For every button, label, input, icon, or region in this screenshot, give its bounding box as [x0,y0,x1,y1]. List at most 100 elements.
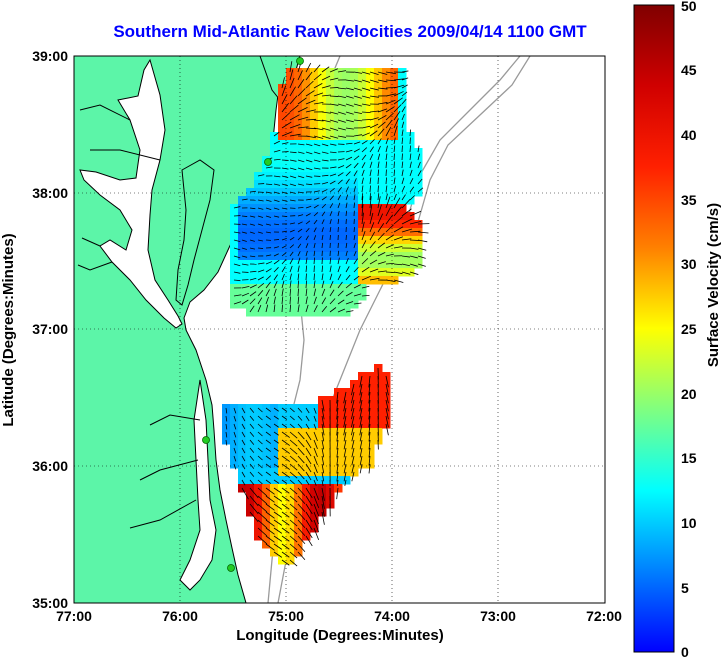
velocity-vector [401,198,411,209]
velocity-vector [353,141,361,145]
x-axis-label: Longitude (Degrees:Minutes) [236,627,444,644]
velocity-vector [305,519,313,531]
velocity-cell [310,300,319,309]
velocity-cell [334,196,343,205]
velocity-cell [318,228,327,237]
velocity-cell [294,268,303,277]
velocity-vector [281,423,288,428]
velocity-vector [273,131,280,137]
velocity-vector [257,304,262,313]
velocity-vector [225,407,228,414]
y-tick-label: 37:00 [32,321,68,337]
velocity-cell [254,300,263,309]
velocity-cell [342,276,351,285]
velocity-vector [361,154,367,161]
velocity-vector [393,206,402,217]
velocity-cell [326,260,335,269]
velocity-vector [393,236,403,241]
velocity-vector [257,297,263,305]
velocity-vector [297,304,300,313]
velocity-cell [326,236,335,245]
velocity-vector [353,235,356,241]
velocity-vector [321,455,325,466]
velocity-vector [377,138,382,145]
velocity-vector [289,151,297,154]
velocity-vector [393,153,395,161]
velocity-cell [262,300,271,309]
velocity-vector [289,535,298,543]
velocity-vector [336,415,339,428]
velocity-vector [329,173,337,177]
velocity-vector [377,128,385,137]
velocity-cell [294,284,303,293]
velocity-vector [281,407,288,412]
velocity-vector [313,190,320,193]
velocity-vector [345,149,353,153]
velocity-vector [289,86,296,97]
velocity-cell [334,212,343,221]
velocity-cell [318,292,327,301]
velocity-vector [265,304,269,313]
velocity-cell [326,276,335,285]
velocity-vector [377,169,380,177]
velocity-vector [265,268,272,273]
velocity-vector [289,244,295,249]
velocity-vector [257,407,263,413]
velocity-vector [359,407,363,420]
velocity-cell [398,180,407,189]
velocity-vector [241,447,246,454]
velocity-cell [382,124,391,133]
velocity-vector [337,194,342,201]
velocity-cell [278,276,287,285]
velocity-vector [281,535,290,542]
velocity-cell [302,276,311,285]
velocity-vector [345,291,353,297]
velocity-vector [345,87,354,91]
velocity-vector [297,167,305,171]
velocity-vector [401,218,413,225]
velocity-cell [350,164,359,173]
velocity-vector [313,143,321,147]
velocity-vector [305,235,309,241]
velocity-vector [329,307,337,313]
velocity-cell [390,164,399,173]
velocity-vector [305,227,310,233]
x-tick-label: 74:00 [374,608,410,624]
velocity-vector [313,197,320,201]
velocity-vector [385,407,389,420]
velocity-vector [321,297,327,305]
velocity-vector [281,495,290,502]
velocity-vector [297,455,305,464]
velocity-vector [273,175,281,178]
map-title: Southern Mid-Atlantic Raw Velocities 200… [113,22,587,41]
velocity-vector [345,127,354,130]
velocity-cell [374,196,383,205]
velocity-vector [273,511,283,518]
velocity-vector [337,95,347,99]
velocity-vector [297,107,308,113]
velocity-vector [329,68,338,73]
velocity-vector [417,145,420,153]
velocity-vector [417,247,427,251]
velocity-vector [393,78,405,81]
velocity-vector [233,279,241,282]
velocity-cell [342,172,351,181]
velocity-vector [233,463,237,470]
x-tick-label: 76:00 [162,608,198,624]
velocity-vector [337,299,345,305]
velocity-vector [305,288,308,297]
velocity-vector [241,263,249,266]
velocity-vector [249,239,255,242]
velocity-vector [297,97,307,105]
velocity-vector [289,251,294,257]
velocity-vector [345,266,350,273]
velocity-vector [336,407,339,420]
velocity-vector [329,281,334,289]
velocity-vector [281,207,288,210]
velocity-vector [313,280,316,289]
velocity-vector [350,391,355,404]
velocity-vector [265,503,275,511]
velocity-vector [241,471,246,478]
velocity-vector [401,153,403,161]
velocity-vector [321,203,327,209]
